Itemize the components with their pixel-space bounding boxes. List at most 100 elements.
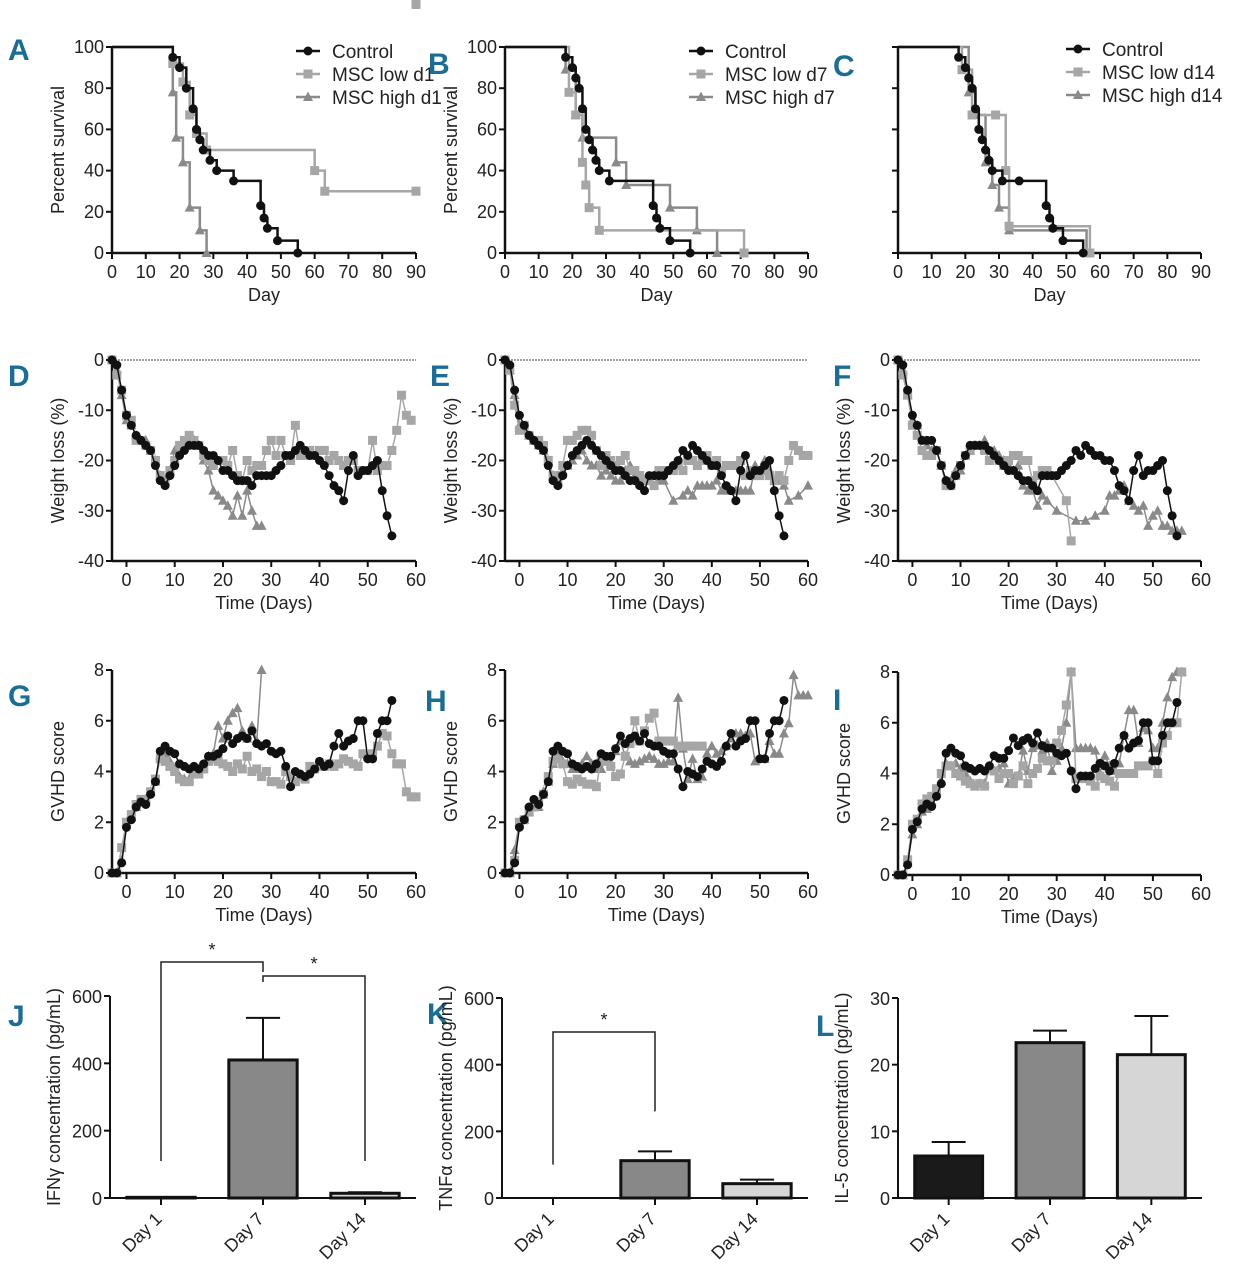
data-point [353,761,363,771]
series-line [898,702,1178,876]
x-tick-label: 60 [798,882,818,902]
data-point [339,754,349,764]
data-point [783,495,794,505]
data-point [601,450,611,460]
data-point [510,400,520,410]
data-point [1158,456,1168,465]
data-point [745,466,755,476]
series-msc-high-d1 [112,45,212,257]
data-point [305,761,315,771]
data-point [571,110,581,120]
data-point [1143,520,1154,530]
data-point [956,751,966,761]
data-point [644,476,654,486]
data-point [534,435,544,445]
data-point [999,769,1009,778]
data-point [687,753,698,763]
y-tick-label: -20 [864,451,890,471]
data-point [329,450,339,460]
legend-marker [1073,89,1083,99]
data-point [112,868,122,878]
data-point [760,466,770,476]
data-point [372,466,382,476]
survival-curve [898,45,1092,253]
data-point [1018,456,1028,465]
data-point [615,475,626,485]
data-point [596,461,606,471]
data-point [1158,738,1168,748]
data-point [922,450,932,460]
data-point [692,461,702,471]
data-point [339,461,349,471]
data-point [668,736,678,746]
data-point [697,456,707,465]
x-tick-label: 20 [999,884,1019,904]
x-tick-label: 50 [750,882,770,902]
data-point [984,761,994,771]
data-point [664,736,674,746]
x-tick-label: 10 [558,570,578,590]
data-point [505,365,515,375]
x-tick-label: 50 [358,570,378,590]
x-tick-label: 20 [999,570,1019,590]
data-point [377,728,387,738]
data-point [907,420,917,430]
data-point [232,702,243,713]
data-point [247,767,257,776]
x-tick-label: 20 [170,262,190,282]
survival-curve [505,45,746,253]
x-axis-label: Day [248,285,280,305]
data-point [564,87,574,97]
y-tick-label: -40 [471,551,497,571]
data-point [191,124,201,134]
data-point [630,466,640,476]
data-point [165,471,175,481]
data-point [584,135,594,145]
data-point [736,456,746,465]
data-point [960,450,970,460]
data-point [977,135,987,145]
data-point [212,166,222,176]
data-point [760,754,770,764]
data-point [266,435,276,445]
data-point [213,756,223,766]
data-point [213,490,224,500]
data-point [903,860,913,870]
panel-k: K 0 200 400 600 TNFα concentration (pg/mL) Day… [427,985,808,1263]
data-point [1153,769,1163,778]
data-point [903,385,913,395]
data-point [774,748,785,758]
data-point [382,461,392,471]
series-control [893,697,1182,880]
data-point [1162,691,1173,702]
panel-label: K [427,998,449,1031]
data-point [1158,730,1168,740]
data-point [1004,746,1014,756]
data-point [702,450,712,460]
data-point [218,759,228,769]
data-point [199,764,209,774]
data-point [175,774,185,784]
data-point [678,741,688,751]
x-tick-label: 0 [514,570,524,590]
data-point [740,471,750,481]
x-tick-label: 30 [261,882,281,902]
data-point [160,481,170,491]
data-point [563,777,573,787]
data-point [509,844,520,855]
data-point [1004,221,1014,231]
y-tick-label: 0 [94,863,104,883]
data-point [252,764,262,774]
data-point [392,425,402,435]
x-tick-label: Day 1 [906,1209,953,1256]
x-tick-label: 0 [107,262,117,282]
data-point [553,476,563,486]
data-point [1028,738,1038,748]
data-point [997,176,1007,186]
x-tick-label: 40 [630,262,650,282]
legend-marker [303,69,313,79]
x-tick-label: 0 [514,882,524,902]
data-point [563,435,573,445]
data-point [117,843,127,853]
